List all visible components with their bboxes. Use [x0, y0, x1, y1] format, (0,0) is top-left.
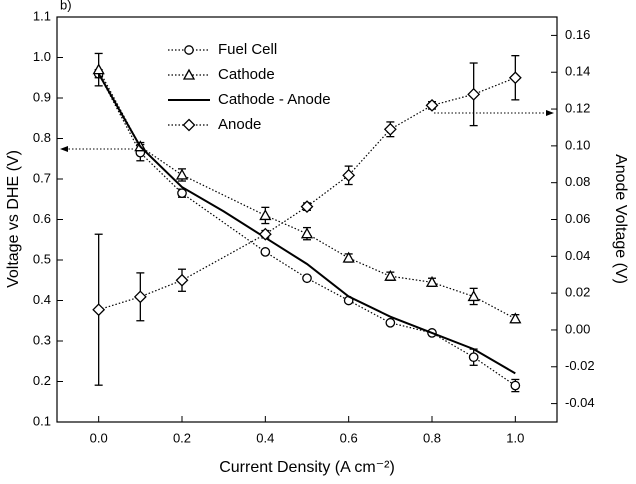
y-tick-label: 0.3: [33, 332, 51, 347]
legend-marker: [182, 68, 196, 80]
marker-diamond: [258, 227, 272, 241]
x-tick-label: 0.4: [256, 430, 274, 445]
arrow-right: [434, 110, 554, 116]
marker-circle: [177, 188, 187, 199]
y2-tick-label: 0.00: [565, 321, 590, 336]
series-line: [98, 77, 516, 311]
y-axis-title: Voltage vs DHE (V): [5, 150, 22, 288]
marker-diamond: [467, 87, 481, 101]
marker-triangle: [384, 269, 397, 281]
y2-tick-label: 0.10: [565, 137, 590, 152]
marker-circle: [260, 247, 271, 257]
plot-frame: [56, 16, 558, 423]
marker-triangle: [175, 168, 189, 180]
marker-triangle: [509, 312, 522, 324]
series-line: [97, 73, 516, 375]
marker-triangle: [259, 209, 272, 221]
y2-tick-label: -0.04: [565, 395, 595, 410]
marker-diamond: [508, 71, 522, 85]
marker-circle: [510, 380, 521, 391]
marker-diamond: [300, 200, 314, 214]
marker-triangle: [425, 275, 439, 287]
legend-marker: [184, 45, 194, 55]
marker-diamond: [133, 290, 147, 304]
marker-circle: [468, 352, 479, 363]
x-tick-label: 0.2: [173, 430, 191, 445]
arrow-left: [60, 146, 133, 152]
legend-label: Fuel Cell: [218, 41, 277, 58]
y-tick-label: 0.8: [33, 130, 51, 145]
y2-tick-label: 0.02: [565, 285, 590, 300]
legend-label: Anode: [218, 116, 261, 133]
marker-diamond: [175, 273, 189, 287]
y2-tick-label: -0.02: [565, 358, 595, 373]
legend-label: Cathode - Anode: [218, 91, 331, 108]
y-tick-label: 0.4: [33, 292, 51, 307]
marker-circle: [385, 317, 396, 328]
legend-marker: [182, 118, 196, 132]
y-tick-label: 0.7: [33, 170, 51, 185]
x-tick-label: 1.0: [506, 430, 524, 445]
marker-circle: [302, 273, 312, 284]
y-tick-label: 0.6: [33, 211, 51, 226]
y-tick-label: 0.2: [33, 373, 51, 388]
series-line: [98, 69, 516, 320]
x-tick-label: 0.8: [423, 430, 441, 445]
marker-triangle: [342, 251, 355, 263]
y2-tick-label: 0.08: [565, 174, 590, 189]
y2-tick-label: 0.16: [565, 27, 590, 42]
x-tick-label: 0.0: [90, 430, 108, 445]
marker-triangle: [92, 63, 105, 75]
marker-diamond: [383, 122, 397, 136]
y2-tick-label: 0.14: [565, 64, 590, 79]
y2-tick-label: 0.04: [565, 248, 590, 263]
panel-label: b): [60, 0, 72, 12]
marker-triangle: [467, 290, 480, 302]
marker-triangle: [300, 227, 314, 239]
marker-diamond: [92, 303, 106, 317]
series-line: [98, 73, 516, 387]
y-tick-label: 1.1: [33, 8, 51, 23]
marker-diamond: [425, 98, 439, 112]
legend-label: Cathode: [218, 66, 275, 83]
y-tick-label: 0.9: [33, 89, 51, 104]
y-tick-label: 0.1: [33, 413, 51, 428]
marker-diamond: [342, 168, 356, 182]
y2-axis-title: Anode Voltage (V): [612, 154, 629, 284]
x-tick-label: 0.6: [340, 430, 358, 445]
x-axis-title: Current Density (A cm⁻²): [219, 459, 395, 476]
y2-tick-label: 0.06: [565, 211, 590, 226]
y-tick-label: 0.5: [33, 251, 51, 266]
y2-tick-label: 0.12: [565, 100, 590, 115]
y-tick-label: 1.0: [33, 49, 51, 64]
